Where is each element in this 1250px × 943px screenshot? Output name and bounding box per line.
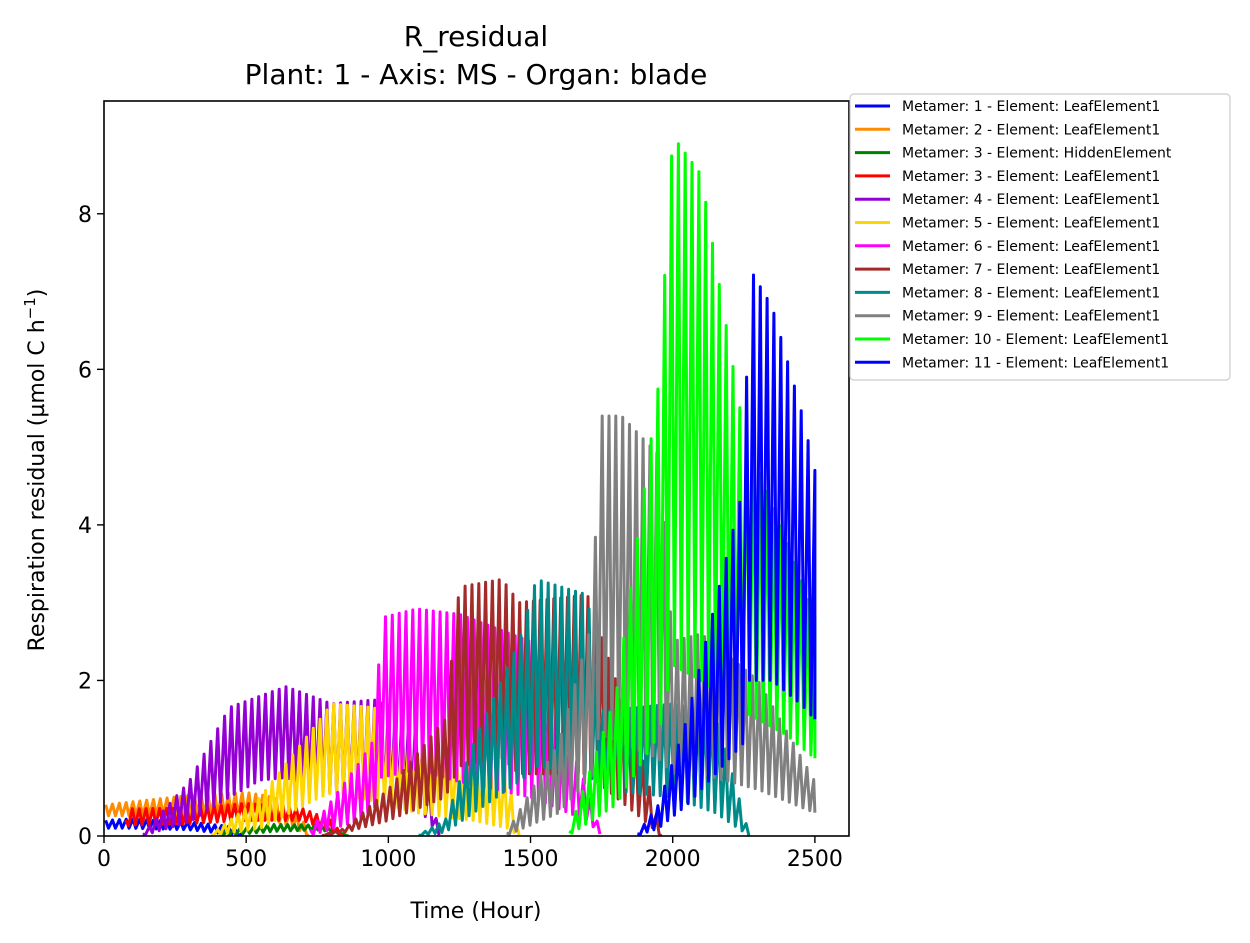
x-tick-label: 0	[97, 847, 111, 872]
legend-box	[849, 93, 1231, 381]
legend-entry: Metamer: 8 - Element: LeafElement1	[902, 285, 1160, 301]
x-tick-label: 500	[225, 847, 267, 872]
legend: Metamer: 1 - Element: LeafElement1 Metame…	[849, 93, 1231, 381]
x-tick-label: 1500	[503, 847, 559, 872]
y-axis-ticks: 0 2 4 6 8	[78, 203, 104, 850]
y-axis-label-main: Respiration residual (µmol C h	[25, 319, 50, 651]
series-layer	[104, 142, 817, 836]
legend-entry: Metamer: 7 - Element: LeafElement1	[902, 262, 1160, 278]
chart-subtitle: Plant: 1 - Axis: MS - Organ: blade	[245, 58, 708, 91]
y-tick-label: 6	[78, 358, 92, 383]
legend-entry: Metamer: 10 - Element: LeafElement1	[902, 332, 1169, 348]
series-line-8	[321, 578, 663, 836]
y-tick-label: 2	[78, 669, 92, 694]
chart-title: R_residual	[404, 20, 548, 53]
legend-entry: Metamer: 11 - Element: LeafElement1	[902, 355, 1169, 371]
x-tick-label: 2000	[645, 847, 701, 872]
x-tick-label: 2500	[787, 847, 843, 872]
x-tick-label: 1000	[360, 847, 416, 872]
plot-frame	[103, 100, 850, 837]
x-axis-label: Time (Hour)	[410, 899, 542, 924]
legend-entry: Metamer: 5 - Element: LeafElement1	[902, 216, 1160, 232]
legend-entry: Metamer: 2 - Element: LeafElement1	[902, 122, 1160, 138]
y-tick-label: 8	[78, 203, 92, 228]
legend-items: Metamer: 1 - Element: LeafElement1 Metame…	[855, 99, 1172, 371]
series-line-11	[568, 142, 817, 835]
y-axis-label-exponent: −1	[21, 297, 39, 319]
y-axis-label-close: )	[25, 289, 50, 298]
legend-entry: Metamer: 3 - Element: HiddenElement	[902, 146, 1172, 162]
y-tick-label: 0	[78, 825, 92, 850]
legend-entry: Metamer: 3 - Element: LeafElement1	[902, 169, 1160, 185]
x-axis-ticks: 0 500 1000 1500 2000 2500	[97, 836, 843, 872]
legend-entry: Metamer: 6 - Element: LeafElement1	[902, 239, 1160, 255]
y-axis-label: Respiration residual (µmol C h−1)	[21, 289, 50, 652]
legend-entry: Metamer: 4 - Element: LeafElement1	[902, 192, 1160, 208]
series-line-12	[637, 273, 817, 836]
legend-entry: Metamer: 9 - Element: LeafElement1	[902, 309, 1160, 325]
y-tick-label: 4	[78, 514, 92, 539]
legend-entry: Metamer: 1 - Element: LeafElement1	[902, 99, 1160, 115]
